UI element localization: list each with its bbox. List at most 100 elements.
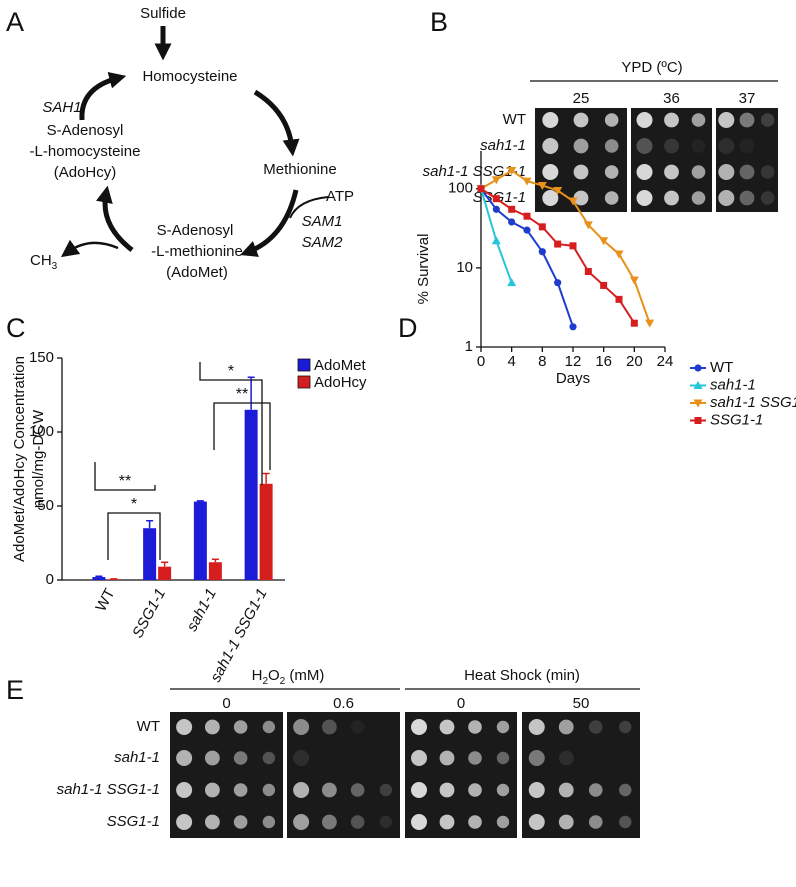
colony-spot — [691, 139, 706, 153]
bar — [92, 577, 106, 580]
column-label: 37 — [739, 90, 756, 107]
colony-spot — [664, 112, 679, 128]
node-label: ATP — [326, 188, 354, 205]
y-tick-label: 1 — [465, 338, 473, 355]
legend-marker — [694, 364, 702, 372]
colony-spot — [604, 113, 619, 127]
point — [492, 195, 500, 203]
colony-spot — [496, 783, 510, 797]
strain-label: SSG1-1 — [107, 813, 160, 830]
significance-label: * — [131, 496, 137, 513]
legend-label: WT — [710, 359, 733, 376]
colony-spot — [664, 164, 679, 180]
strain-label: sah1-1 — [480, 137, 526, 154]
colony-spot — [411, 750, 427, 766]
column-label: 0 — [222, 695, 230, 712]
bar — [193, 501, 207, 580]
colony-spot — [636, 112, 653, 128]
significance-label: ** — [119, 473, 131, 490]
arrow — [79, 71, 127, 121]
x-tick-label: 20 — [626, 353, 643, 370]
colony-spot — [718, 138, 735, 154]
y-tick-label: 10 — [456, 259, 473, 276]
strain-label: sah1-1 — [114, 749, 160, 766]
point — [491, 236, 501, 245]
error-bar — [161, 561, 169, 567]
colony-spot — [321, 814, 337, 830]
colony-spot — [468, 751, 482, 765]
arrow — [96, 185, 134, 252]
point — [629, 276, 639, 285]
o: O — [268, 667, 280, 684]
colony-spot — [293, 719, 310, 735]
colony-spot — [604, 139, 619, 153]
panel-b: B YPD (ºC) — [430, 7, 778, 82]
point — [583, 221, 593, 230]
point — [614, 250, 624, 259]
point — [507, 167, 517, 176]
colony-spot — [528, 814, 545, 830]
error-bar — [211, 558, 219, 563]
arrow — [253, 89, 300, 157]
point — [491, 176, 501, 185]
point — [553, 187, 563, 196]
strain-label: WT — [503, 111, 526, 128]
point — [615, 295, 623, 303]
colony-spot — [739, 164, 755, 180]
significance-bracket — [213, 402, 271, 470]
legend-swatch — [297, 375, 311, 389]
colony-spot — [293, 814, 310, 830]
colony-spot — [204, 814, 220, 830]
subscript: 2 — [280, 676, 286, 687]
x-tick-label: 4 — [507, 353, 515, 370]
colony-spot — [636, 164, 653, 180]
colony-spot — [558, 719, 574, 735]
colony-spot — [496, 751, 510, 765]
colony-spot — [176, 750, 193, 766]
enzyme-label: SAM1 — [302, 213, 343, 230]
panel-e: E H2O2 (mM) Heat Shock (min) — [6, 667, 640, 705]
colony-spot — [542, 112, 559, 128]
colony-spot — [262, 751, 276, 765]
point — [537, 181, 547, 190]
colony-spot — [588, 720, 603, 734]
column-label: 36 — [663, 90, 680, 107]
colony-spot — [262, 783, 276, 797]
colony-spot — [293, 750, 310, 766]
arrow — [289, 196, 329, 219]
point — [538, 223, 546, 231]
point — [508, 218, 516, 226]
legend-marker — [693, 399, 703, 408]
colony-spot — [204, 750, 220, 766]
legend-label: sah1-1 SSG1-1 — [710, 394, 796, 411]
colony-spot — [573, 138, 589, 154]
y-axis-label: AdoMet/AdoHcy Concentration — [11, 356, 28, 562]
colony-spot — [542, 138, 559, 154]
x-tick-label: 8 — [538, 353, 546, 370]
colony-spot — [411, 782, 427, 798]
enzyme-label: SAH1 — [42, 99, 81, 116]
node-label: CH3 — [30, 252, 58, 272]
colony-spot — [664, 190, 679, 206]
node-label: Homocysteine — [142, 68, 237, 85]
condition-label: YPD (ºC) — [621, 59, 682, 76]
panel-label: E — [6, 675, 24, 705]
column-label: 0 — [457, 695, 465, 712]
enzyme-label: SAM2 — [302, 234, 344, 251]
bar — [158, 566, 172, 580]
colony-spot — [528, 719, 545, 735]
legend-label: AdoMet — [314, 357, 367, 374]
series-line — [480, 169, 651, 324]
colony-spot — [718, 112, 735, 128]
colony-spot — [233, 720, 248, 734]
colony-spot — [636, 138, 653, 154]
y-axis-label: nmol/mg-DCW — [30, 409, 47, 508]
panel-label: A — [6, 7, 24, 37]
x-tick-label: 24 — [657, 353, 674, 370]
bar — [244, 409, 258, 580]
bar — [259, 483, 273, 580]
colony-spot — [691, 113, 706, 127]
point — [630, 319, 638, 327]
colony-spot — [379, 815, 393, 829]
